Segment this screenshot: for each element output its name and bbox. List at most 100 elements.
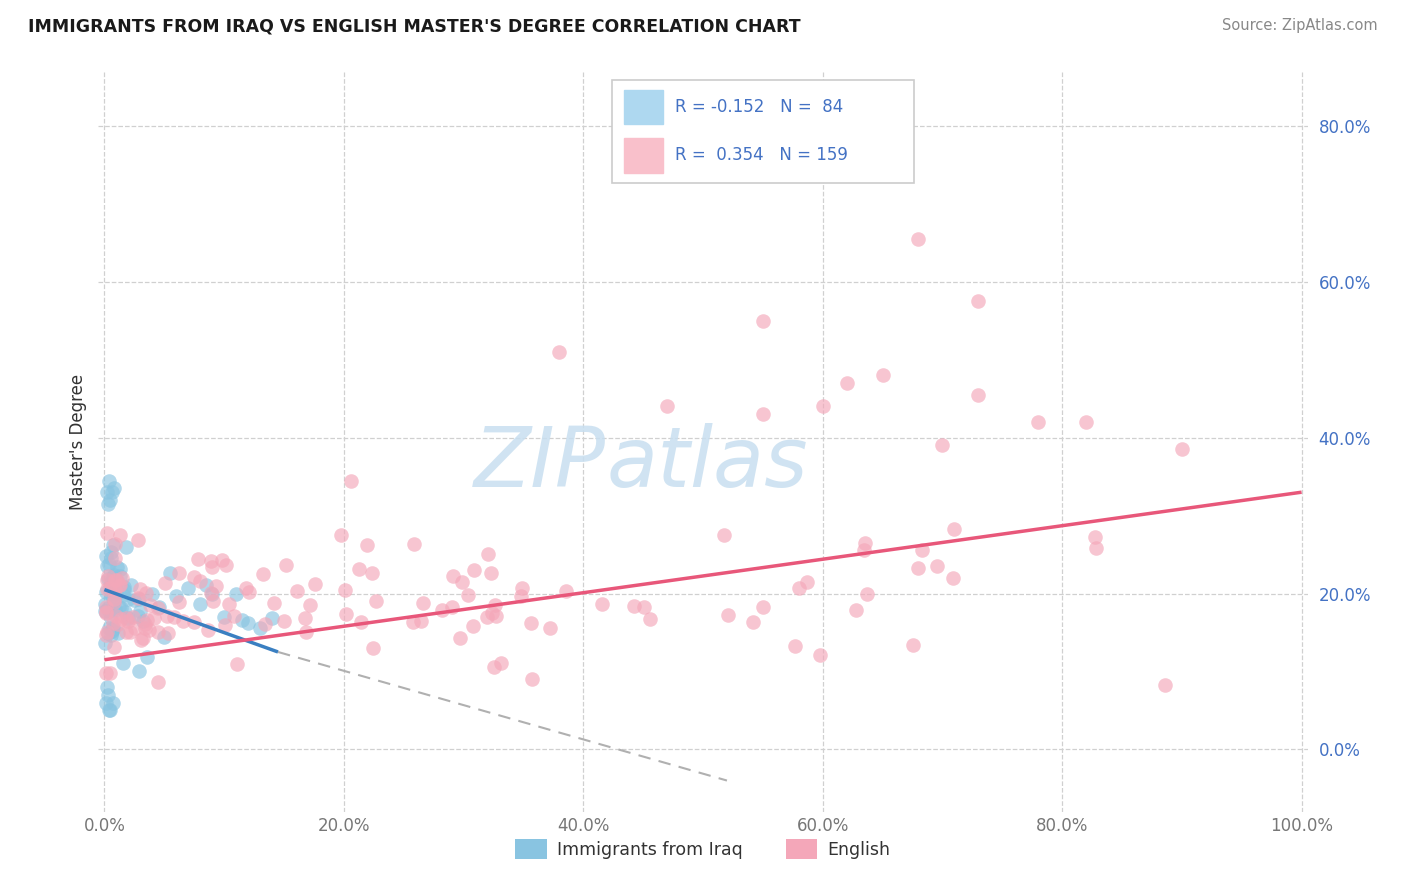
Point xyxy=(107,578,129,592)
Point xyxy=(655,400,678,414)
Point xyxy=(94,628,117,642)
Point xyxy=(475,610,498,624)
Point xyxy=(101,589,124,603)
Point xyxy=(238,585,260,599)
Point xyxy=(96,485,118,500)
Point xyxy=(752,599,775,614)
Point xyxy=(134,616,156,631)
Point xyxy=(101,586,124,600)
Point xyxy=(117,591,139,606)
Point xyxy=(742,615,765,629)
Point xyxy=(195,578,218,592)
Point xyxy=(188,574,211,588)
Point xyxy=(335,607,357,621)
Point xyxy=(129,604,152,618)
Point xyxy=(148,599,170,614)
Point xyxy=(100,551,122,566)
Point xyxy=(105,560,128,574)
Point xyxy=(94,604,117,618)
Point xyxy=(263,596,285,610)
Point xyxy=(103,537,125,551)
Text: R = -0.152   N =  84: R = -0.152 N = 84 xyxy=(675,98,844,116)
Point xyxy=(1154,678,1177,692)
Point xyxy=(94,600,117,615)
Point xyxy=(717,607,740,622)
Point xyxy=(366,594,388,608)
Point xyxy=(101,624,124,638)
Point xyxy=(449,631,471,645)
Point xyxy=(548,345,571,359)
Point xyxy=(139,599,162,613)
Point xyxy=(967,388,990,402)
Point xyxy=(96,680,118,694)
Point xyxy=(94,598,117,612)
Point xyxy=(96,582,118,597)
Point xyxy=(165,589,187,603)
Point xyxy=(236,616,259,631)
Point xyxy=(122,610,145,624)
Point xyxy=(907,232,929,246)
Point xyxy=(129,582,152,597)
Point xyxy=(211,553,233,567)
Point xyxy=(172,614,194,628)
Point xyxy=(304,576,326,591)
Point xyxy=(163,610,186,624)
Point xyxy=(96,573,118,587)
Point xyxy=(115,540,138,554)
Point xyxy=(931,438,953,452)
Point xyxy=(94,584,117,599)
Point xyxy=(214,558,236,573)
Point xyxy=(101,622,124,636)
Point xyxy=(94,665,117,680)
Point xyxy=(128,591,150,606)
Point xyxy=(510,589,533,603)
Point xyxy=(103,594,125,608)
Point xyxy=(340,474,363,488)
Point xyxy=(101,696,124,710)
Point xyxy=(463,563,485,577)
Point xyxy=(235,582,257,596)
Point xyxy=(136,649,159,664)
Point xyxy=(787,581,810,595)
Point xyxy=(1171,442,1194,457)
Point xyxy=(482,660,505,674)
Point xyxy=(156,625,179,640)
Point xyxy=(100,485,122,500)
Point xyxy=(100,545,122,559)
Point xyxy=(212,610,235,624)
Point xyxy=(350,615,373,630)
Point xyxy=(872,368,894,383)
Point xyxy=(167,566,190,580)
Point xyxy=(100,493,122,508)
Point xyxy=(484,598,506,612)
Point xyxy=(124,593,146,607)
Point xyxy=(129,632,152,647)
Point xyxy=(477,547,499,561)
Point xyxy=(97,572,120,586)
Point xyxy=(94,696,117,710)
Point xyxy=(356,537,378,551)
Point xyxy=(97,557,120,571)
Point xyxy=(101,538,124,552)
Point xyxy=(231,613,253,627)
Point xyxy=(1085,541,1108,555)
Point xyxy=(479,566,502,580)
Point xyxy=(97,600,120,615)
Point xyxy=(127,533,149,548)
Point xyxy=(785,640,807,654)
Point xyxy=(97,569,120,583)
Point xyxy=(188,598,211,612)
Point xyxy=(201,587,224,601)
Point xyxy=(104,573,127,587)
Point xyxy=(752,407,775,421)
Point xyxy=(103,591,125,606)
Point xyxy=(361,641,384,656)
Point xyxy=(183,569,205,583)
Point xyxy=(114,606,136,620)
Point xyxy=(273,614,295,628)
Point xyxy=(187,551,209,566)
Point xyxy=(110,571,132,585)
Point xyxy=(146,674,169,689)
Point xyxy=(98,604,121,618)
Point xyxy=(103,573,125,587)
